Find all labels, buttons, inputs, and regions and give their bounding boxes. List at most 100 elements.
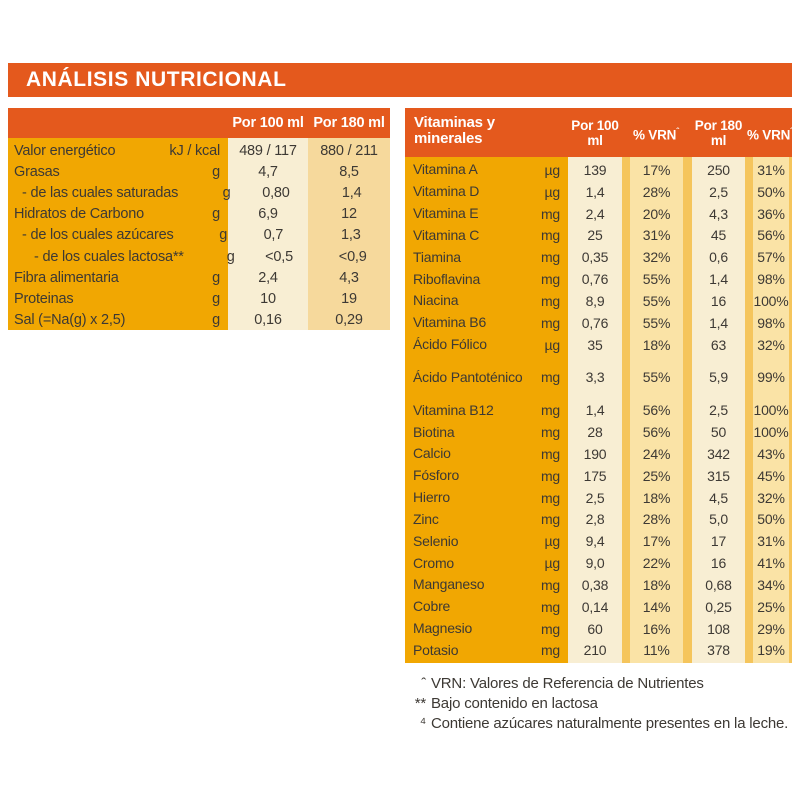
vitamin-label: Ácido Pantoténico [413, 368, 523, 385]
vrn-percent-100ml: 55% [642, 314, 671, 331]
vitamins-minerals-table: Vitaminas y minerales Por 100 ml % VRNˆ … [405, 108, 794, 664]
nutrient-unit: g [219, 227, 228, 244]
footnotes: ˆ VRN: Valores de Referencia de Nutriente… [405, 674, 797, 734]
value-per-180ml: 342 [707, 445, 730, 462]
value-per-180ml: 5,0 [709, 511, 728, 528]
macronutrients-table-header: Por 100 ml Por 180 ml [8, 108, 390, 138]
vrn-label: % VRN [746, 126, 791, 142]
vitamin-unit: mg [540, 271, 560, 288]
vrn-percent-180ml: 32% [757, 489, 785, 506]
value-per-100ml: 0,80 [262, 184, 290, 201]
value-per-100ml: 139 [583, 161, 607, 178]
vitamin-unit: mg [540, 424, 560, 441]
vitamin-row: Magnesio mg 60 16% 108 29% [405, 618, 789, 640]
footnote-marker: ˆ [421, 675, 426, 692]
vrn-percent-180ml: 100% [753, 402, 789, 419]
vrn-percent-180ml: 29% [757, 620, 785, 637]
vrn-percent-180ml: 25% [757, 598, 785, 615]
vitamin-row: Zinc mg 2,8 28% 5,0 50% [405, 509, 789, 531]
vrn-percent-180ml: 100% [753, 292, 789, 309]
vrn-percent-100ml: 17% [642, 533, 671, 550]
value-per-180ml: 12 [341, 206, 357, 223]
vitamin-row: Potasio mg 210 11% 378 19% [405, 640, 789, 662]
vitamin-label: Magnesio [413, 620, 473, 637]
value-per-100ml: 190 [583, 445, 607, 462]
vitamin-label: Fósforo [413, 467, 460, 484]
nutrient-label: Sal (=Na(g) x 2,5) [14, 312, 126, 329]
value-per-100ml: 9,0 [585, 555, 605, 572]
vrn-percent-100ml: 20% [642, 205, 671, 222]
value-per-180ml: 880 / 211 [320, 142, 378, 159]
value-per-180ml: 0,6 [709, 249, 728, 266]
vitamin-label: Vitamina A [413, 161, 478, 178]
footnote-line: ** Bajo contenido en lactosa [405, 694, 797, 714]
macronutrients-table-body: Valor energético kJ / kcal 489 / 117 880 / … [8, 138, 390, 330]
value-per-100ml: 2,4 [585, 205, 605, 222]
vitamin-label: Zinc [413, 510, 439, 527]
col-header-per-180ml: Por 180 ml [313, 115, 385, 131]
nutrient-unit: g [212, 312, 220, 329]
vitamin-unit: µg [544, 555, 561, 572]
vrn-footnote-mark: ˆ [790, 125, 794, 136]
nutrient-row: Proteinas g 10 19 [8, 288, 390, 309]
nutrient-label: - de los cuales azúcares [22, 227, 174, 244]
value-per-180ml: 17 [710, 533, 727, 550]
vitamin-label: Cobre [413, 598, 451, 615]
footnote-line: ⁴ Contiene azúcares naturalmente presente… [405, 714, 797, 734]
vitamin-row: Vitamina A µg 139 17% 250 31% [405, 159, 789, 181]
value-per-180ml: 16 [710, 555, 727, 572]
value-per-180ml: 1,3 [341, 227, 361, 244]
value-per-100ml: 0,14 [581, 598, 609, 615]
vrn-percent-180ml: 50% [757, 511, 785, 528]
nutrient-row: Hidratos de Carbono g 6,9 12 [8, 204, 390, 225]
value-per-180ml: 2,5 [709, 402, 728, 419]
vrn-percent-100ml: 14% [642, 598, 671, 615]
column-stripe-100ml [228, 138, 308, 330]
nutrient-label: - de los cuales lactosa** [34, 248, 184, 265]
value-per-180ml: 16 [710, 292, 727, 309]
vitamin-row: Fósforo mg 175 25% 315 45% [405, 465, 789, 487]
value-per-180ml: 4,3 [709, 205, 728, 222]
nutrient-unit: g [212, 206, 220, 223]
column-stripe-180ml [692, 157, 745, 664]
value-per-180ml: 378 [707, 642, 730, 659]
vitamin-unit: mg [540, 205, 560, 222]
vrn-footnote-mark: ˆ [676, 125, 680, 136]
nutrient-row: - de las cuales saturadas g 0,80 1,4 [8, 182, 390, 203]
vitamin-label: Vitamina D [413, 183, 480, 200]
value-per-100ml: 8,9 [585, 292, 605, 309]
value-per-100ml: 489 / 117 [239, 142, 297, 159]
vrn-percent-100ml: 18% [642, 489, 671, 506]
vrn-percent-100ml: 56% [642, 424, 671, 441]
vitamin-row: Selenio µg 9,4 17% 17 31% [405, 530, 789, 552]
value-per-100ml: 0,16 [254, 312, 282, 329]
nutrient-unit: g [212, 163, 220, 180]
vitamin-row: Vitamina D µg 1,4 28% 2,5 50% [405, 181, 789, 203]
vitamins-table-body: Vitamina A µg 139 17% 250 31% Vitamina D µg 1,4 2… [405, 157, 792, 664]
value-per-180ml: 315 [707, 467, 730, 484]
footnote-text: Bajo contenido en lactosa [431, 695, 598, 712]
section-header-bar: ANÁLISIS NUTRICIONAL [8, 63, 792, 97]
col-header-vrn-180ml: % VRNˆ [746, 123, 794, 142]
vitamin-label: Calcio [413, 445, 451, 462]
vrn-percent-100ml: 16% [642, 620, 671, 637]
value-per-100ml: 9,4 [585, 533, 605, 550]
vitamin-unit: µg [544, 161, 561, 178]
value-per-180ml: <0,9 [338, 248, 367, 265]
value-per-100ml: 2,5 [585, 489, 605, 506]
col-header-vrn-100ml: % VRNˆ [626, 123, 686, 142]
vitamin-row: Niacina mg 8,9 55% 16 100% [405, 290, 789, 312]
vitamin-unit: mg [540, 314, 560, 331]
vitamin-row: Biotina mg 28 56% 50 100% [405, 421, 789, 443]
vitamin-unit: mg [540, 402, 560, 419]
vitamin-label: Potasio [413, 641, 459, 658]
value-per-100ml: 210 [583, 642, 607, 659]
vitamins-table-header: Vitaminas y minerales Por 100 ml % VRNˆ … [405, 108, 794, 157]
value-per-100ml: 4,7 [258, 163, 278, 180]
vitamin-row: Ácido Pantoténico mg 3,3 55% 5,9 99% [405, 356, 789, 400]
vitamin-unit: mg [540, 511, 560, 528]
vrn-percent-180ml: 99% [757, 369, 785, 386]
vitamin-row: Ácido Fólico µg 35 18% 63 32% [405, 334, 789, 356]
vitamin-row: Tiamina mg 0,35 32% 0,6 57% [405, 246, 789, 268]
vitamin-row: Riboflavina mg 0,76 55% 1,4 98% [405, 268, 789, 290]
